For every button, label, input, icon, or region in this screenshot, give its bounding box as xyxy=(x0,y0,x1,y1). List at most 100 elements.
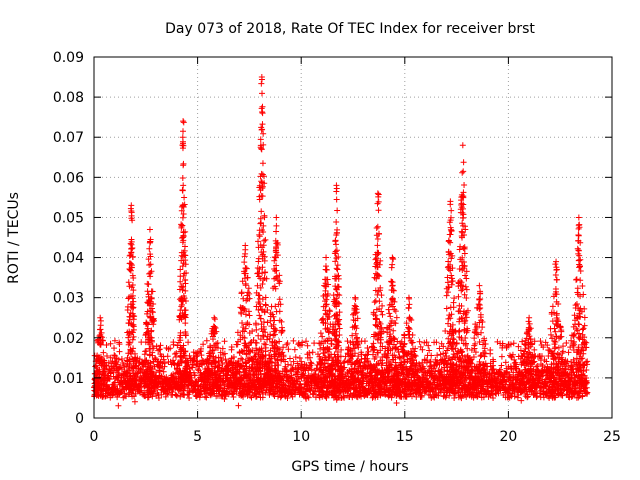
data-point xyxy=(264,336,271,343)
data-point xyxy=(230,394,237,401)
chart-title: Day 073 of 2018, Rate Of TEC Index for r… xyxy=(165,21,535,37)
data-point xyxy=(179,174,186,181)
data-point xyxy=(288,372,295,379)
data-point xyxy=(261,340,268,347)
data-point xyxy=(120,394,127,401)
data-point xyxy=(244,289,251,296)
data-point xyxy=(216,364,223,371)
data-point xyxy=(238,310,245,317)
data-point xyxy=(141,392,148,399)
data-point xyxy=(182,332,189,339)
data-point xyxy=(160,368,167,375)
data-point xyxy=(333,188,340,195)
data-point xyxy=(111,345,118,352)
data-point xyxy=(147,261,154,268)
data-point xyxy=(111,352,118,359)
data-point xyxy=(303,338,310,345)
data-point xyxy=(158,373,165,380)
data-point xyxy=(170,357,176,364)
data-point xyxy=(284,340,291,347)
data-point xyxy=(565,349,572,356)
data-point xyxy=(245,285,252,292)
x-axis-label: GPS time / hours xyxy=(291,459,408,475)
data-point xyxy=(219,360,226,367)
data-point xyxy=(146,226,153,233)
data-point xyxy=(179,214,186,221)
data-point xyxy=(334,291,341,298)
data-point xyxy=(97,317,104,324)
data-point xyxy=(181,194,188,201)
data-point xyxy=(193,353,200,360)
data-point xyxy=(180,182,187,189)
data-point xyxy=(258,208,265,215)
data-point xyxy=(391,306,398,313)
data-point xyxy=(334,207,341,214)
data-point xyxy=(361,338,368,345)
data-point xyxy=(364,344,371,351)
data-point xyxy=(198,352,205,359)
data-point xyxy=(92,363,99,370)
data-point xyxy=(258,80,265,87)
data-point xyxy=(285,346,292,353)
data-point xyxy=(240,393,247,400)
data-point xyxy=(97,314,104,321)
data-point xyxy=(177,273,184,280)
data-point xyxy=(322,263,329,270)
data-point xyxy=(373,224,380,231)
data-point xyxy=(180,128,187,135)
data-point xyxy=(334,262,341,269)
data-point xyxy=(262,236,269,243)
data-point xyxy=(388,264,395,271)
data-point xyxy=(317,330,324,337)
data-point xyxy=(259,108,266,115)
data-point xyxy=(200,341,207,348)
data-point xyxy=(385,306,392,313)
data-point xyxy=(149,288,156,295)
y-axis-label: ROTI / TECUs xyxy=(6,192,22,284)
data-point xyxy=(256,312,263,319)
data-point xyxy=(309,349,316,356)
data-point xyxy=(259,121,266,128)
data-point xyxy=(115,356,122,363)
data-point xyxy=(222,356,229,363)
data-point xyxy=(498,353,505,360)
data-point xyxy=(416,338,423,345)
data-point xyxy=(180,160,187,167)
data-point xyxy=(352,294,359,301)
data-point xyxy=(198,388,205,395)
data-point xyxy=(283,368,290,375)
data-point xyxy=(332,258,339,265)
data-point xyxy=(164,390,171,397)
data-point xyxy=(179,186,186,193)
data-point xyxy=(273,222,280,229)
data-point xyxy=(325,346,332,353)
data-point xyxy=(186,394,193,401)
data-point xyxy=(185,339,192,346)
data-point xyxy=(386,310,393,317)
data-point xyxy=(256,196,263,203)
data-point xyxy=(128,202,135,209)
data-point xyxy=(242,282,249,289)
data-point xyxy=(146,239,153,246)
data-point xyxy=(389,287,396,294)
data-point xyxy=(125,279,132,286)
data-point xyxy=(273,214,280,221)
data-point xyxy=(260,130,267,137)
data-point xyxy=(289,365,296,372)
data-point xyxy=(371,299,378,306)
data-point xyxy=(116,341,123,348)
data-point xyxy=(259,110,266,117)
data-point xyxy=(305,394,312,401)
data-point xyxy=(510,340,517,347)
data-point xyxy=(113,361,120,368)
data-point xyxy=(290,358,297,365)
data-point xyxy=(173,350,180,357)
data-point xyxy=(259,391,266,398)
data-point xyxy=(238,355,245,362)
data-points xyxy=(91,74,591,409)
data-point xyxy=(273,228,280,235)
data-point xyxy=(170,341,177,348)
data-point xyxy=(256,295,263,302)
data-point xyxy=(304,342,311,349)
